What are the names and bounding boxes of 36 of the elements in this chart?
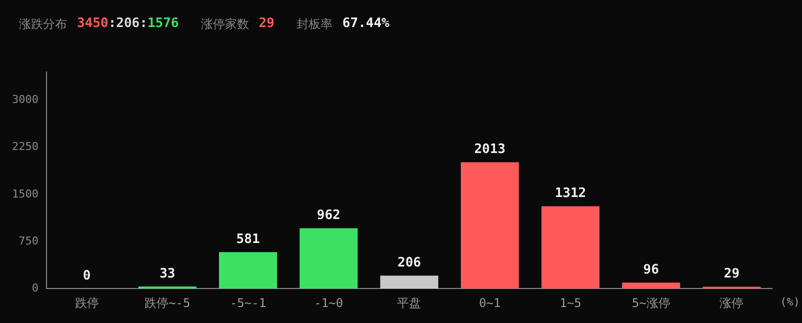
text: 67.44% xyxy=(342,16,390,31)
text: 29 xyxy=(258,16,274,31)
text: 3450:206:1576 xyxy=(77,16,179,31)
x-axis-title: (%) xyxy=(780,295,800,308)
x-tick-label: 0~1 xyxy=(479,296,501,310)
y-tick-label: 3000 xyxy=(12,93,38,106)
y-tick-label: 750 xyxy=(18,234,38,248)
bar xyxy=(300,228,358,289)
data-label: 206 xyxy=(398,256,422,271)
x-tick-label: 平盘 xyxy=(397,296,422,310)
x-tick-label: 跌停~-5 xyxy=(144,296,190,310)
data-label: 2013 xyxy=(474,142,506,158)
bar xyxy=(541,206,600,289)
text: 涨停家数 xyxy=(200,16,249,33)
data-label: 0 xyxy=(82,268,91,284)
data-label: 96 xyxy=(643,262,660,278)
x-tick-label: -5~-1 xyxy=(230,296,266,310)
text: 涨跌分布 xyxy=(19,16,67,33)
bar xyxy=(219,252,278,289)
text: 封板率 xyxy=(296,16,332,33)
x-tick-label: -1~0 xyxy=(314,296,344,310)
y-tick-label: 0 xyxy=(32,281,38,294)
x-tick-label: 5~涨停 xyxy=(632,296,670,310)
data-label: 1312 xyxy=(554,186,586,202)
x-tick-label: 跌停 xyxy=(74,296,99,310)
x-tick-label: 1~5 xyxy=(560,296,582,310)
data-label: 29 xyxy=(724,266,740,282)
x-tick-label: 涨停 xyxy=(720,296,744,310)
y-tick-label: 1500 xyxy=(12,187,38,200)
data-label: 33 xyxy=(160,266,176,282)
data-label: 962 xyxy=(316,208,340,224)
bar xyxy=(460,162,519,289)
bar xyxy=(380,276,438,289)
bar xyxy=(622,282,680,289)
data-label: 581 xyxy=(236,232,260,247)
y-tick-label: 2250 xyxy=(12,140,38,154)
